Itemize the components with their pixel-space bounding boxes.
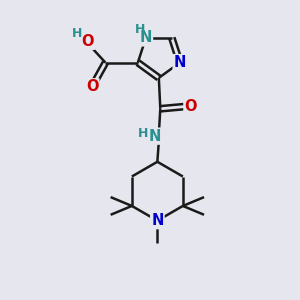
Text: N: N [174, 55, 186, 70]
Text: O: O [86, 79, 98, 94]
Text: H: H [135, 23, 146, 36]
Text: O: O [82, 34, 94, 49]
Text: O: O [184, 99, 197, 114]
Text: H: H [72, 27, 82, 40]
Text: N: N [151, 213, 164, 228]
Text: N: N [149, 129, 161, 144]
Text: H: H [138, 127, 149, 140]
Text: N: N [140, 30, 152, 45]
